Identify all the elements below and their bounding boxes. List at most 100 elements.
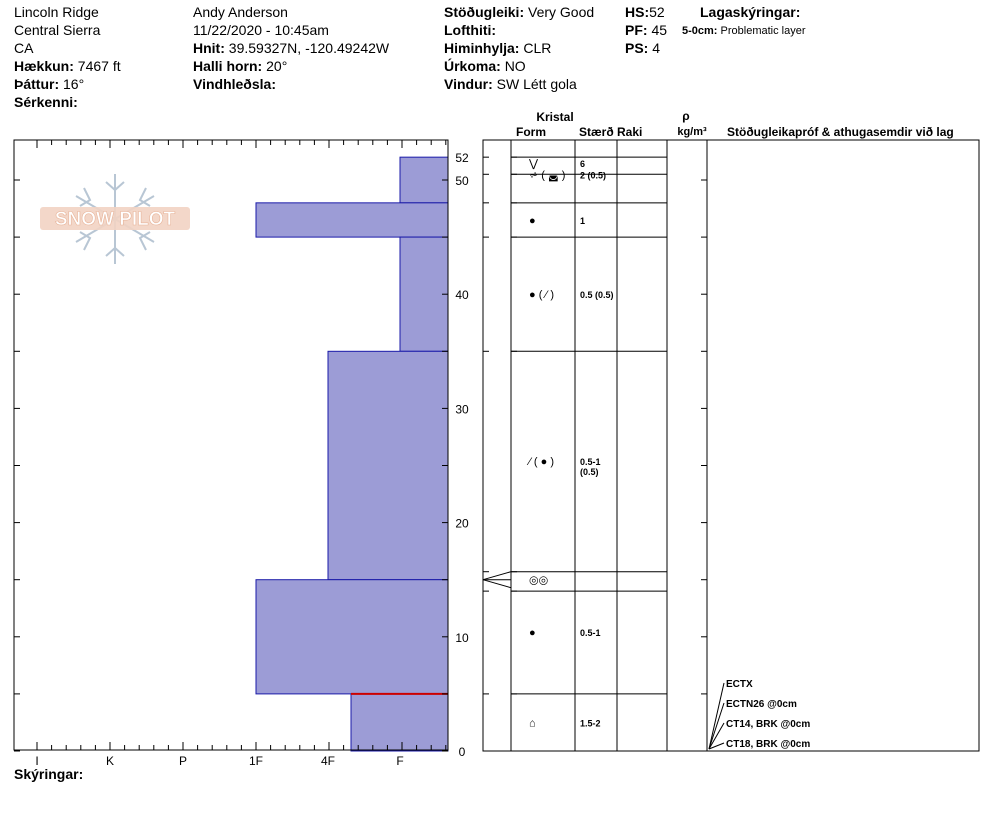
- crystal-table: ⋁ 6 ⩫ ( ◛ ) 2 (0.5) ● 1 ● ( ⁄ ) 0.5 (0.5) ⁄ ( ● …: [482, 139, 980, 752]
- axes: 0 10 20 30 40 50 52 I K P 1F 4F F: [14, 140, 469, 768]
- ps-label: PS:: [625, 40, 649, 56]
- wind-row: Vindur: SW Létt gola: [444, 75, 594, 93]
- crystal-header: Kristal: [536, 110, 573, 124]
- crystal-size: 1: [580, 216, 585, 226]
- location-info: Lincoln Ridge Central Sierra CA Hækkun: …: [14, 3, 121, 111]
- aspect-row: Þáttur: 16°: [14, 75, 121, 93]
- y-tick-label: 30: [455, 402, 469, 416]
- y-top-label: 52: [455, 151, 469, 165]
- chart-frame: [13, 139, 449, 751]
- wind-label: Vindur:: [444, 76, 493, 92]
- elevation-value: 7467 ft: [77, 58, 121, 74]
- precip-label: Úrkoma:: [444, 58, 501, 74]
- snowpilot-logo-text: SNOW PILOT: [55, 209, 176, 230]
- observation-info: Andy Anderson 11/22/2020 - 10:45am Hnit:…: [193, 3, 389, 93]
- snowpilot-logo: SNOW PILOT: [40, 174, 190, 264]
- wind-loading-row: Vindhleðsla:: [193, 75, 389, 93]
- state-name: CA: [14, 40, 34, 56]
- weather-info: Stöðugleiki: Very Good Lofthiti: Himinhy…: [444, 3, 594, 93]
- y-tick-label: 0: [459, 745, 466, 759]
- crystal-form: ⁄ ( ● ): [526, 456, 554, 468]
- table-border: [482, 139, 980, 752]
- aspect-label: Þáttur:: [14, 76, 60, 92]
- stability-test-label: ECTX: [726, 679, 753, 690]
- pf-label: PF:: [625, 22, 648, 38]
- hs-row: HS:52: [625, 3, 667, 21]
- x-tick-label: 1F: [249, 754, 263, 768]
- hs-value: 52: [649, 4, 665, 20]
- crystal-size: 2 (0.5): [580, 170, 606, 180]
- hardness-bar-0: [399, 156, 449, 204]
- slope-label: Halli horn:: [193, 58, 263, 74]
- crystal-form: ● ( ⁄ ): [529, 289, 554, 301]
- crystal-form: ⩫ ( ◛ ): [529, 169, 565, 181]
- crystal-size: 6: [580, 159, 585, 169]
- crystal-size-extra: (0.5): [580, 467, 599, 477]
- layer-note-depth: 5-0cm:: [682, 25, 718, 37]
- precip-row: Úrkoma: NO: [444, 57, 594, 75]
- pf-value: 45: [651, 22, 668, 38]
- rho-header: ρ: [682, 109, 689, 123]
- notes-row: Skýringar:: [14, 765, 83, 783]
- layer-notes-label: Lagaskýringar:: [700, 4, 801, 20]
- stability-tests: ECTX ECTN26 @0cm CT14, BRK @0cm CT18, BRK @…: [708, 679, 810, 750]
- sky-label: Himinhylja:: [444, 40, 520, 56]
- x-tick-label: P: [179, 754, 187, 768]
- air-temp-row: Lofthiti:: [444, 21, 594, 39]
- aspect-value: 16°: [63, 76, 85, 92]
- snowpack-summary: HS:52 PF: 45 PS: 4: [625, 3, 667, 57]
- hardness-bars: [255, 156, 449, 752]
- moisture-header: Raki: [617, 125, 642, 139]
- coords-row: Hnit: 39.59327N, -120.49242W: [193, 39, 389, 57]
- crystal-size: 0.5-1: [580, 457, 601, 467]
- air-temp-label: Lofthiti:: [444, 22, 497, 38]
- hardness-bar-5: [350, 693, 449, 752]
- crystal-form: ●: [529, 627, 536, 639]
- density-unit-header: kg/m³: [677, 126, 707, 138]
- hardness-bar-4: [255, 579, 449, 695]
- x-tick-label: K: [106, 754, 114, 768]
- sky-value: CLR: [523, 40, 552, 56]
- elevation-row: Hækkun: 7467 ft: [14, 57, 121, 75]
- tests-header: Stöðugleikapróf & athugasemdir við lag: [727, 125, 954, 139]
- stability-test-pointer: [708, 742, 725, 750]
- crystal-form: ⋁: [528, 158, 539, 170]
- stability-test-pointer: [708, 702, 725, 750]
- coords-label: Hnit:: [193, 40, 225, 56]
- crystal-form: ●: [529, 215, 536, 227]
- hardness-bar-3: [327, 350, 449, 581]
- ps-row: PS: 4: [625, 39, 667, 57]
- x-tick-label: 4F: [321, 754, 335, 768]
- wind-value: SW Létt gola: [496, 76, 577, 92]
- stability-test-pointer: [708, 682, 725, 750]
- stability-label: Stöðugleiki:: [444, 4, 525, 20]
- stability-test-label: CT14, BRK @0cm: [726, 719, 810, 730]
- stability-row: Stöðugleiki: Very Good: [444, 3, 594, 21]
- stability-test-label: ECTN26 @0cm: [726, 699, 797, 710]
- stability-test-label: CT18, BRK @0cm: [726, 739, 810, 750]
- hs-label: HS:: [625, 4, 650, 20]
- range-name: Central Sierra: [14, 22, 101, 38]
- plot-border: [13, 139, 449, 751]
- y-tick-label: 20: [455, 517, 469, 531]
- crystal-size: 0.5-1: [580, 628, 601, 638]
- slope-row: Halli horn: 20°: [193, 57, 389, 75]
- features-label: Sérkenni:: [14, 94, 78, 110]
- ps-value: 4: [652, 40, 661, 56]
- precip-value: NO: [504, 58, 526, 74]
- x-tick-label: F: [396, 754, 403, 768]
- crystal-form: ◎◎: [529, 575, 548, 587]
- hardness-bar-1: [255, 202, 449, 238]
- layer-note-text: Problematic layer: [720, 25, 806, 37]
- crystal-form: ⌂: [529, 717, 536, 729]
- y-tick-label: 50: [455, 174, 469, 188]
- location-name: Lincoln Ridge: [14, 4, 99, 20]
- y-tick-label: 40: [455, 288, 469, 302]
- size-header: Stærð: [579, 125, 614, 139]
- stability-value: Very Good: [528, 4, 595, 20]
- sky-row: Himinhylja: CLR: [444, 39, 594, 57]
- notes-label: Skýringar:: [14, 766, 84, 782]
- hardness-bar-2: [399, 236, 449, 352]
- layer-notes-title: Lagaskýringar:: [700, 3, 800, 21]
